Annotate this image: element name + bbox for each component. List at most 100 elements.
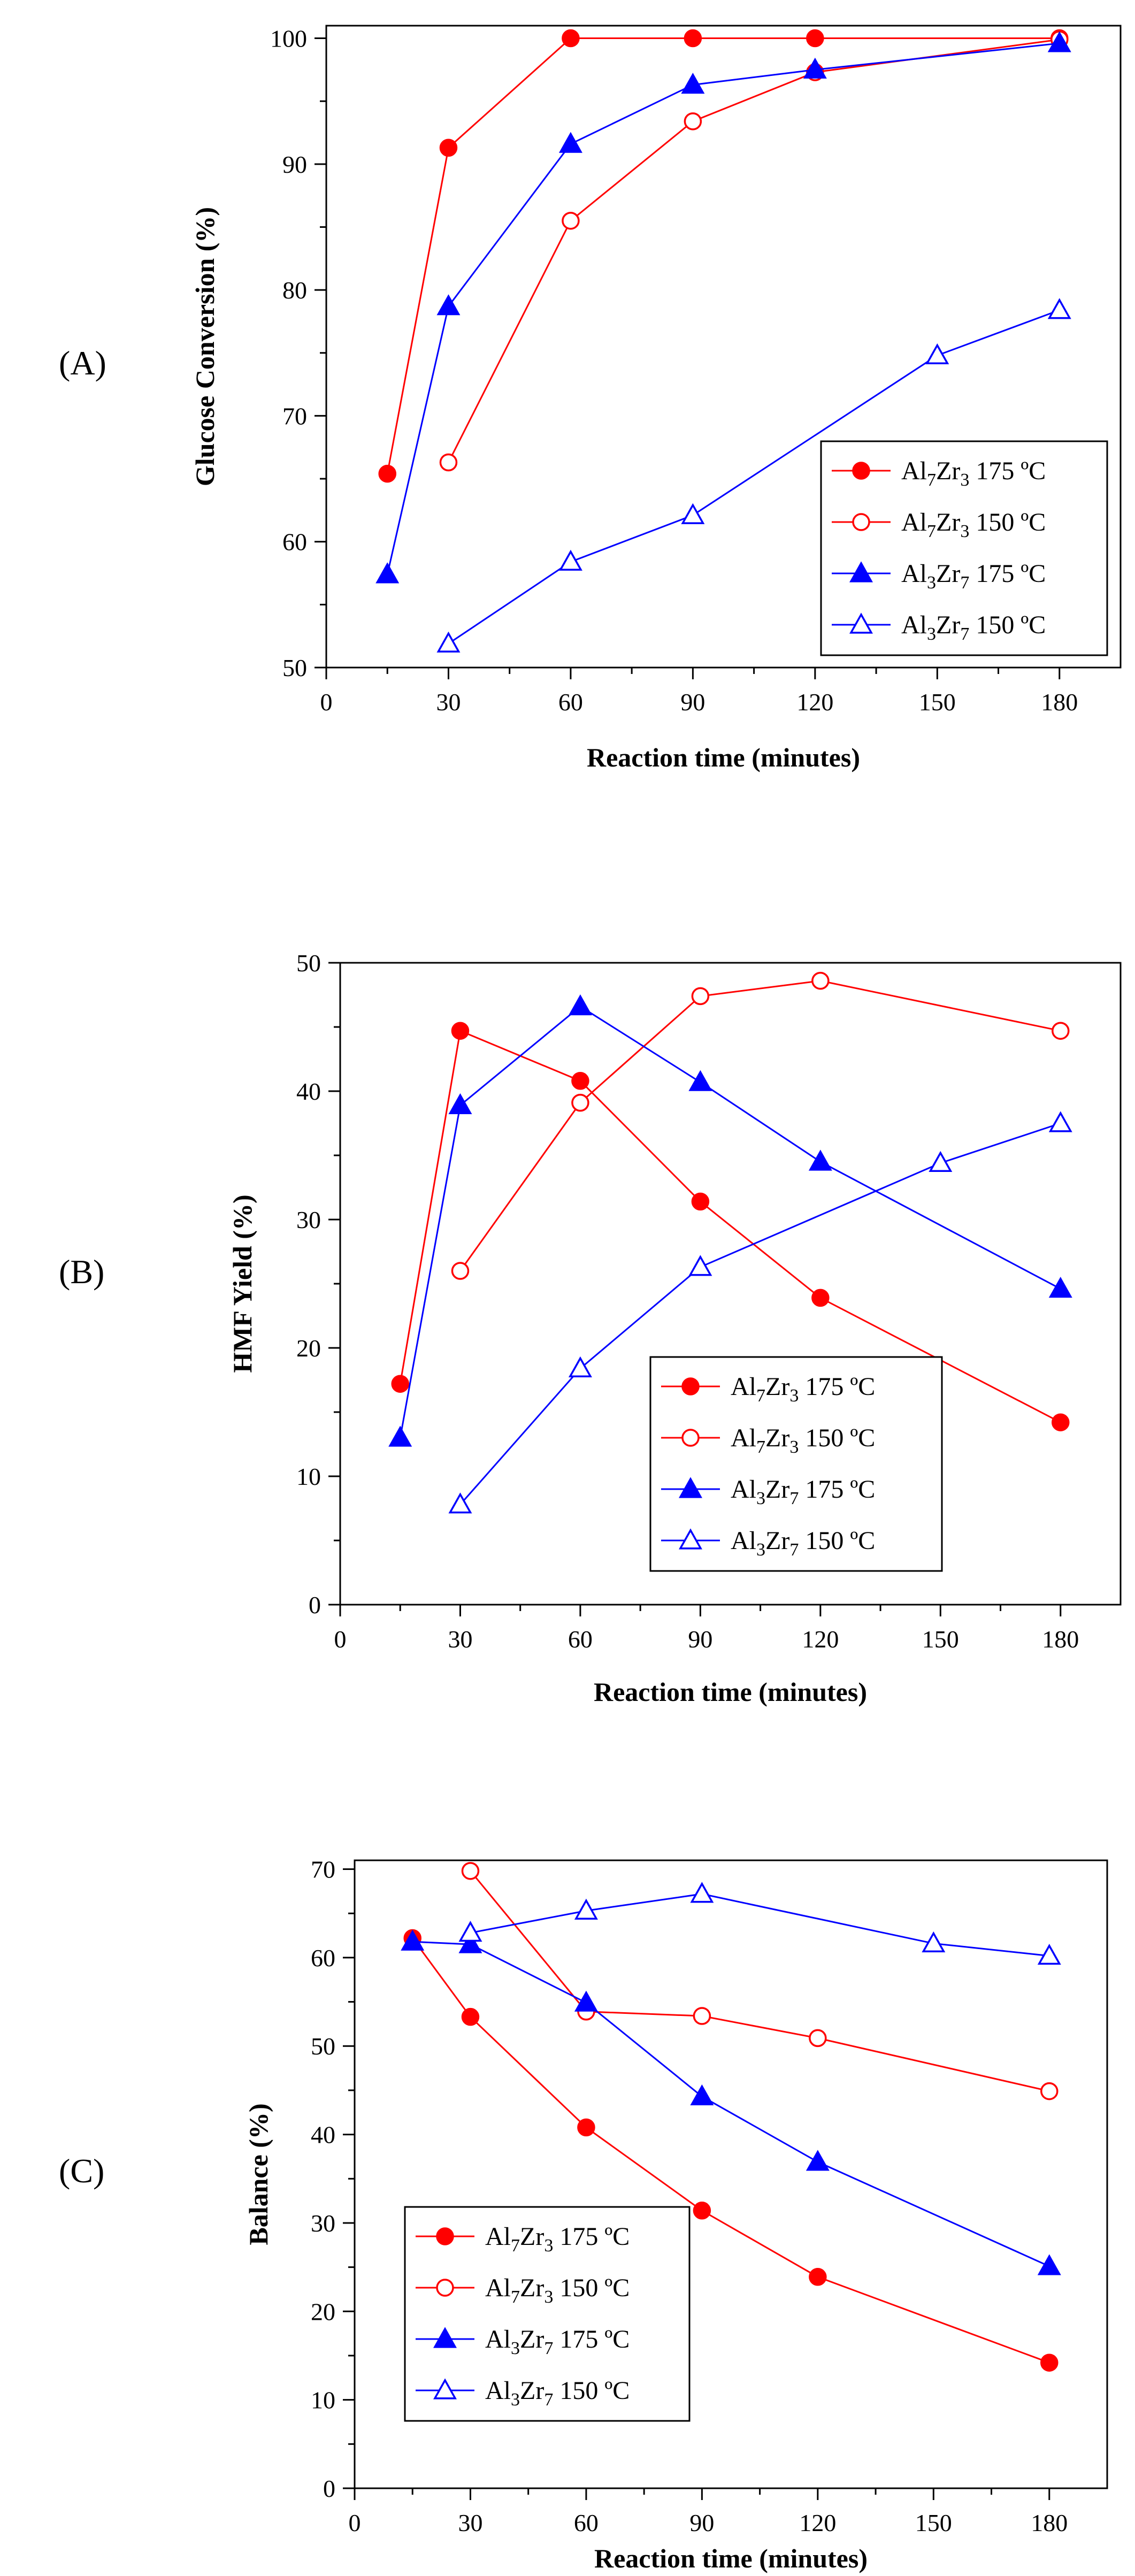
data-point	[562, 211, 580, 230]
data-point	[451, 1022, 470, 1040]
data-point	[1047, 31, 1071, 52]
x-tick-label: 180	[1042, 1626, 1079, 1653]
legend-frame	[649, 1356, 943, 1572]
data-point	[925, 343, 949, 365]
series-2	[451, 971, 1070, 1280]
data-point	[574, 1898, 598, 1920]
x-tick-label: 0	[320, 688, 333, 716]
y-tick-label: 0	[323, 2475, 335, 2502]
legend-entry-label: Al3Zr7 175 ºC	[901, 559, 1046, 593]
data-point	[448, 1093, 472, 1114]
series-line	[448, 39, 1060, 463]
x-tick-label: 30	[458, 2509, 482, 2536]
series-line	[386, 37, 1060, 474]
data-point	[571, 1072, 589, 1090]
series-3	[401, 1929, 1061, 2275]
panel-label: (A)	[59, 344, 106, 382]
data-point	[448, 1492, 472, 1514]
data-point	[461, 1862, 480, 1880]
data-point	[1048, 1111, 1072, 1132]
legend-frame	[404, 2206, 691, 2422]
data-point	[691, 1192, 710, 1211]
data-point	[1052, 1413, 1070, 1431]
data-point	[562, 29, 580, 48]
y-tick-label: 30	[311, 2210, 335, 2237]
legend-marker	[849, 561, 873, 582]
data-point	[439, 139, 458, 157]
series-1	[403, 1929, 1059, 2372]
legend-entry-label: Al3Zr7 175 ºC	[731, 1475, 875, 1508]
x-axis-label: Reaction time (minutes)	[594, 1677, 867, 1707]
data-point	[1037, 1944, 1061, 1965]
data-point	[690, 2084, 714, 2106]
data-point	[688, 1255, 712, 1276]
data-point	[693, 2202, 711, 2220]
y-tick-label: 50	[282, 654, 307, 681]
series-line	[459, 980, 1061, 1271]
x-tick-label: 60	[568, 1626, 593, 1653]
legend-entry-label: Al7Zr3 150 ºC	[731, 1424, 875, 1457]
series-line	[412, 1937, 1050, 2364]
data-point	[922, 1931, 946, 1953]
legend: Al7Zr3 175 ºC Al7Zr3 150 ºC Al3Zr7 175 ºC A…	[649, 1356, 943, 1572]
data-point	[461, 2007, 480, 2026]
y-tick-label: 40	[311, 2121, 335, 2149]
legend-marker	[436, 2279, 454, 2297]
legend-marker	[679, 1528, 702, 1550]
x-tick-label: 0	[349, 2509, 361, 2536]
y-tick-label: 30	[296, 1206, 321, 1233]
data-point	[375, 562, 400, 584]
data-point	[806, 29, 824, 48]
y-tick-label: 60	[311, 1944, 335, 1972]
panel-label: (C)	[59, 2152, 104, 2190]
panel-label: (B)	[59, 1253, 104, 1291]
x-tick-label: 90	[680, 688, 705, 716]
y-tick-label: 80	[282, 277, 307, 304]
x-tick-label: 30	[436, 688, 461, 716]
plot-frame	[354, 1859, 1108, 2489]
series-1	[378, 29, 1069, 483]
data-point	[1048, 1277, 1072, 1298]
x-tick-label: 150	[919, 688, 956, 716]
data-point	[808, 1149, 832, 1171]
series-line	[386, 42, 1060, 575]
data-point	[388, 1425, 412, 1447]
legend-marker	[681, 1429, 700, 1447]
legend-entry-label: Al7Zr3 175 ºC	[731, 1373, 875, 1406]
series-2	[461, 1862, 1059, 2100]
y-axis-label: Balance (%)	[243, 2103, 273, 2245]
chart-panel-c: 0 30 60 90 120 150 180 0 10 20 30 40 50 60 70 Reaction …	[59, 1856, 1108, 2573]
x-tick-label: 150	[922, 1626, 959, 1653]
x-axis-label: Reaction time (minutes)	[587, 742, 860, 772]
data-point	[693, 2007, 711, 2025]
y-axis-label: HMF Yield (%)	[227, 1194, 257, 1373]
legend: Al7Zr3 175 ºC Al7Zr3 150 ºC Al3Zr7 175 ºC A…	[404, 2206, 691, 2422]
series-2	[439, 30, 1069, 472]
legend-entry-label: Al3Zr7 150 ºC	[901, 611, 1046, 644]
x-tick-label: 90	[689, 2509, 714, 2536]
data-point	[809, 2029, 827, 2048]
series-1	[391, 1022, 1070, 1431]
y-tick-label: 50	[311, 2033, 335, 2060]
legend-entry-label: Al7Zr3 175 ºC	[901, 457, 1046, 490]
data-point	[568, 994, 592, 1016]
y-tick-label: 40	[296, 1078, 321, 1105]
y-tick-label: 20	[311, 2298, 335, 2325]
data-point	[391, 1375, 409, 1393]
legend-entry-label: Al3Zr7 150 ºC	[731, 1527, 875, 1560]
data-point	[681, 503, 705, 524]
y-tick-label: 10	[296, 1463, 321, 1490]
legend-marker	[852, 462, 870, 480]
data-point	[1047, 298, 1071, 319]
legend-entry-label: Al7Zr3 150 ºC	[901, 508, 1046, 541]
data-point	[378, 464, 396, 483]
data-point	[681, 73, 705, 94]
y-tick-label: 70	[282, 402, 307, 430]
legend-entry-label: Al3Zr7 175 ºC	[485, 2325, 630, 2358]
x-tick-label: 150	[915, 2509, 952, 2536]
plot-frame	[325, 25, 1122, 669]
data-point	[458, 1921, 482, 1942]
data-point	[568, 1356, 592, 1377]
data-point	[684, 112, 702, 131]
